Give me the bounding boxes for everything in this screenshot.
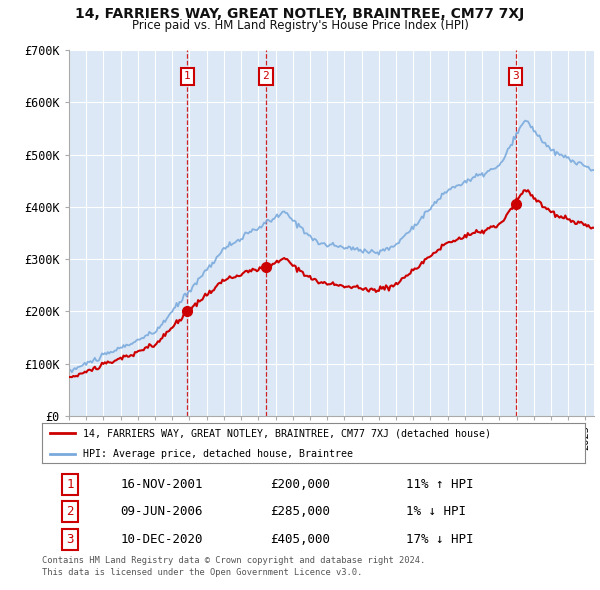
Text: 10-DEC-2020: 10-DEC-2020 [121, 533, 203, 546]
Text: £285,000: £285,000 [270, 506, 330, 519]
Text: £405,000: £405,000 [270, 533, 330, 546]
Text: 17% ↓ HPI: 17% ↓ HPI [406, 533, 473, 546]
Text: HPI: Average price, detached house, Braintree: HPI: Average price, detached house, Brai… [83, 448, 353, 458]
Text: 1: 1 [184, 71, 191, 81]
Text: 14, FARRIERS WAY, GREAT NOTLEY, BRAINTREE, CM77 7XJ: 14, FARRIERS WAY, GREAT NOTLEY, BRAINTRE… [76, 7, 524, 21]
Text: 11% ↑ HPI: 11% ↑ HPI [406, 478, 473, 491]
Text: Contains HM Land Registry data © Crown copyright and database right 2024.: Contains HM Land Registry data © Crown c… [42, 556, 425, 565]
Text: 3: 3 [512, 71, 519, 81]
Text: Price paid vs. HM Land Registry's House Price Index (HPI): Price paid vs. HM Land Registry's House … [131, 19, 469, 32]
Text: 1% ↓ HPI: 1% ↓ HPI [406, 506, 466, 519]
Text: 3: 3 [67, 533, 74, 546]
Text: 14, FARRIERS WAY, GREAT NOTLEY, BRAINTREE, CM77 7XJ (detached house): 14, FARRIERS WAY, GREAT NOTLEY, BRAINTRE… [83, 428, 491, 438]
Text: 2: 2 [263, 71, 269, 81]
Text: This data is licensed under the Open Government Licence v3.0.: This data is licensed under the Open Gov… [42, 568, 362, 576]
Text: £200,000: £200,000 [270, 478, 330, 491]
Text: 1: 1 [67, 478, 74, 491]
Text: 2: 2 [67, 506, 74, 519]
Text: 09-JUN-2006: 09-JUN-2006 [121, 506, 203, 519]
Text: 16-NOV-2001: 16-NOV-2001 [121, 478, 203, 491]
